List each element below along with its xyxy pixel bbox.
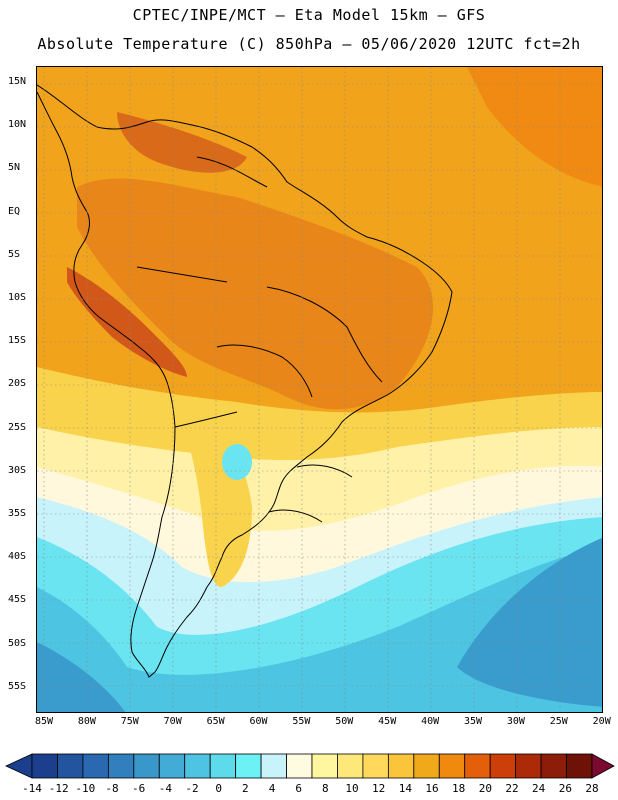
colorbar-tick-label: -12 bbox=[48, 782, 69, 795]
colorbar-swatch bbox=[82, 753, 109, 779]
field-ne-atlantic bbox=[467, 67, 602, 187]
colorbar-tick-label: 8 bbox=[322, 782, 329, 795]
colorbar-swatch bbox=[337, 753, 364, 779]
colorbar-swatch bbox=[438, 753, 466, 779]
lat-tick-label: 40S bbox=[8, 551, 27, 563]
lat-tick-label: 5N bbox=[8, 162, 21, 174]
lat-tick-label: EQ bbox=[8, 205, 21, 217]
lat-tick-label: 25S bbox=[8, 421, 27, 433]
colorbar-tick-label: 28 bbox=[585, 782, 599, 795]
colorbar-tick-label: 2 bbox=[242, 782, 249, 795]
colorbar-tick-label: 18 bbox=[452, 782, 466, 795]
colorbar-tick-label: 10 bbox=[345, 782, 359, 795]
lon-tick-label: 55W bbox=[292, 716, 311, 727]
colorbar-low-arrow bbox=[5, 753, 33, 779]
colorbar-swatch bbox=[158, 753, 186, 779]
colorbar-tick-label: 26 bbox=[558, 782, 572, 795]
colorbar-tick-label: 6 bbox=[295, 782, 302, 795]
colorbar-tick-label: -4 bbox=[158, 782, 172, 795]
colorbar-swatch bbox=[209, 753, 237, 779]
colorbar-swatch bbox=[566, 753, 593, 779]
lat-tick-label: 15N bbox=[8, 76, 27, 87]
lon-tick-label: 50W bbox=[335, 716, 354, 727]
colorbar-tick-label: 0 bbox=[215, 782, 222, 795]
colorbar-tick-label: 22 bbox=[505, 782, 519, 795]
lon-tick-label: 45W bbox=[378, 716, 397, 727]
lon-tick-label: 20W bbox=[592, 716, 611, 727]
lon-tick-label: 75W bbox=[120, 716, 139, 727]
lat-tick-label: 5S bbox=[8, 248, 21, 260]
lon-tick-label: 25W bbox=[549, 716, 568, 727]
colorbar-swatch bbox=[387, 753, 415, 779]
field-very-hot-andes bbox=[67, 267, 187, 377]
colorbar-high-arrow bbox=[591, 753, 615, 779]
colorbar-tick-label: -8 bbox=[105, 782, 119, 795]
colorbar-tick-label: 20 bbox=[478, 782, 492, 795]
colorbar-tick-label: -6 bbox=[132, 782, 146, 795]
map-subtitle: Absolute Temperature (C) 850hPa – 05/06/… bbox=[37, 35, 581, 53]
colorbar-swatch bbox=[413, 753, 440, 779]
lat-tick-label: 20S bbox=[8, 378, 27, 390]
colorbar-tick-label: -10 bbox=[75, 782, 96, 795]
colorbar-swatch bbox=[489, 753, 517, 779]
colorbar-swatch bbox=[107, 753, 135, 779]
lon-tick-label: 70W bbox=[163, 716, 182, 727]
field-blue-east bbox=[457, 537, 602, 707]
colorbar-swatch bbox=[57, 753, 84, 779]
field-cold-spot bbox=[222, 444, 252, 480]
colorbar-swatch bbox=[235, 753, 262, 779]
colorbar-tick-label: 16 bbox=[425, 782, 439, 795]
colorbar-tick-label: -14 bbox=[22, 782, 42, 795]
colorbar-swatch bbox=[31, 753, 58, 779]
colorbar-tick-label: 24 bbox=[532, 782, 546, 795]
map-title: CPTEC/INPE/MCT – Eta Model 15km – GFS bbox=[132, 6, 486, 24]
lat-tick-label: 50S bbox=[8, 637, 27, 649]
lat-tick-label: 45S bbox=[8, 594, 27, 606]
colorbar-swatch bbox=[362, 753, 389, 779]
lat-tick-label: 10S bbox=[8, 292, 27, 303]
lat-tick-label: 15S bbox=[8, 335, 27, 347]
lon-tick-label: 30W bbox=[506, 716, 525, 727]
field-patagonia-warm bbox=[167, 397, 252, 587]
colorbar-swatch bbox=[133, 753, 160, 779]
colorbar-tick-label: 12 bbox=[372, 782, 386, 795]
colorbar-swatch bbox=[311, 753, 338, 779]
lon-tick-label: 40W bbox=[421, 716, 440, 727]
field-blue bbox=[37, 642, 126, 712]
lat-tick-label: 10N bbox=[8, 119, 27, 131]
field-hot-land bbox=[77, 178, 434, 410]
colorbar-swatch bbox=[515, 753, 542, 779]
lon-tick-label: 60W bbox=[249, 716, 268, 727]
temperature-field bbox=[37, 67, 602, 712]
lon-tick-label: 80W bbox=[77, 716, 96, 727]
colorbar-swatch bbox=[184, 753, 211, 779]
colorbar-swatch bbox=[286, 753, 313, 779]
colorbar-swatch bbox=[464, 753, 491, 779]
lon-tick-label: 65W bbox=[206, 716, 225, 727]
colorbar-swatch bbox=[260, 753, 287, 779]
grid bbox=[37, 67, 602, 712]
lat-tick-label: 55S bbox=[8, 680, 27, 692]
lat-tick-label: 35S bbox=[8, 508, 27, 519]
lon-tick-label: 35W bbox=[463, 716, 483, 727]
colorbar-tick-label: -2 bbox=[185, 782, 199, 795]
lat-tick-label: 30S bbox=[8, 464, 27, 476]
colorbar-swatch bbox=[540, 753, 567, 779]
coastlines bbox=[37, 84, 453, 678]
field-sky bbox=[37, 547, 602, 712]
colorbar-tick-label: 4 bbox=[268, 782, 276, 795]
temperature-map[interactable] bbox=[36, 66, 603, 713]
lon-tick-label: 85W bbox=[34, 716, 54, 727]
colorbar-tick-label: 14 bbox=[398, 782, 412, 795]
